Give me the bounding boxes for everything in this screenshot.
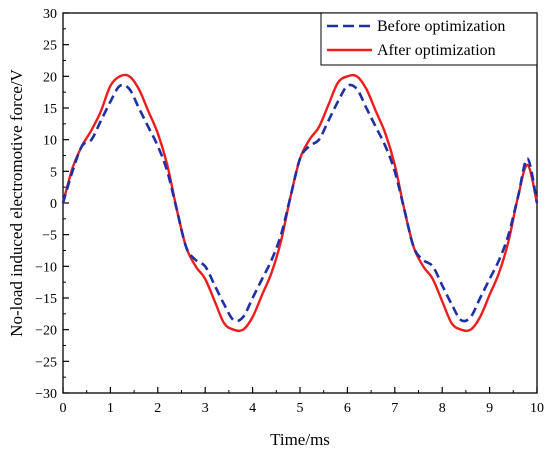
y-tick-label: 20: [43, 70, 57, 85]
x-tick-label: 0: [60, 401, 67, 416]
x-tick-label: 10: [530, 401, 544, 416]
y-tick-label: −15: [35, 292, 57, 307]
series-line-after-optimization: [61, 73, 539, 333]
x-tick-label: 3: [202, 401, 209, 416]
legend-label-before-optimization: Before optimization: [377, 18, 505, 35]
y-tick-label: 25: [43, 39, 57, 54]
y-tick-label: −10: [35, 260, 57, 275]
x-axis-title: Time/ms: [270, 430, 330, 449]
x-tick-label: 9: [486, 401, 493, 416]
series-layer: [61, 73, 539, 333]
y-tick-label: 0: [50, 197, 57, 212]
y-tick-label: 5: [50, 165, 57, 180]
x-tick-label: 4: [249, 401, 256, 416]
y-tick-label: −25: [35, 355, 57, 370]
y-tick-label: −5: [42, 229, 57, 244]
x-tick-label: 5: [297, 401, 304, 416]
x-tick-label: 8: [439, 401, 446, 416]
y-tick-label: −30: [35, 387, 57, 402]
legend: Before optimization After optimization: [320, 12, 538, 66]
x-tick-label: 7: [391, 401, 398, 416]
legend-box: [320, 12, 538, 66]
y-tick-label: 10: [43, 134, 57, 149]
legend-label-after-optimization: After optimization: [377, 42, 496, 59]
plot-frame: [62, 12, 538, 394]
series-line-before-optimization: [61, 83, 539, 323]
y-tick-label: 15: [43, 102, 57, 117]
y-axis-title: No-load induced electromotive force/V: [7, 68, 26, 336]
x-tick-label: 2: [154, 401, 161, 416]
x-tick-label: 1: [107, 401, 114, 416]
y-tick-label: −20: [35, 324, 57, 339]
axis-ticks: 0 1 2 3 4 5 6 7 8 9 10 30 25 20 15 10 5 0 −5 −10 −15 −20 −25 −3…: [35, 7, 544, 416]
y-tick-label: 30: [43, 7, 57, 22]
x-tick-label: 6: [344, 401, 351, 416]
